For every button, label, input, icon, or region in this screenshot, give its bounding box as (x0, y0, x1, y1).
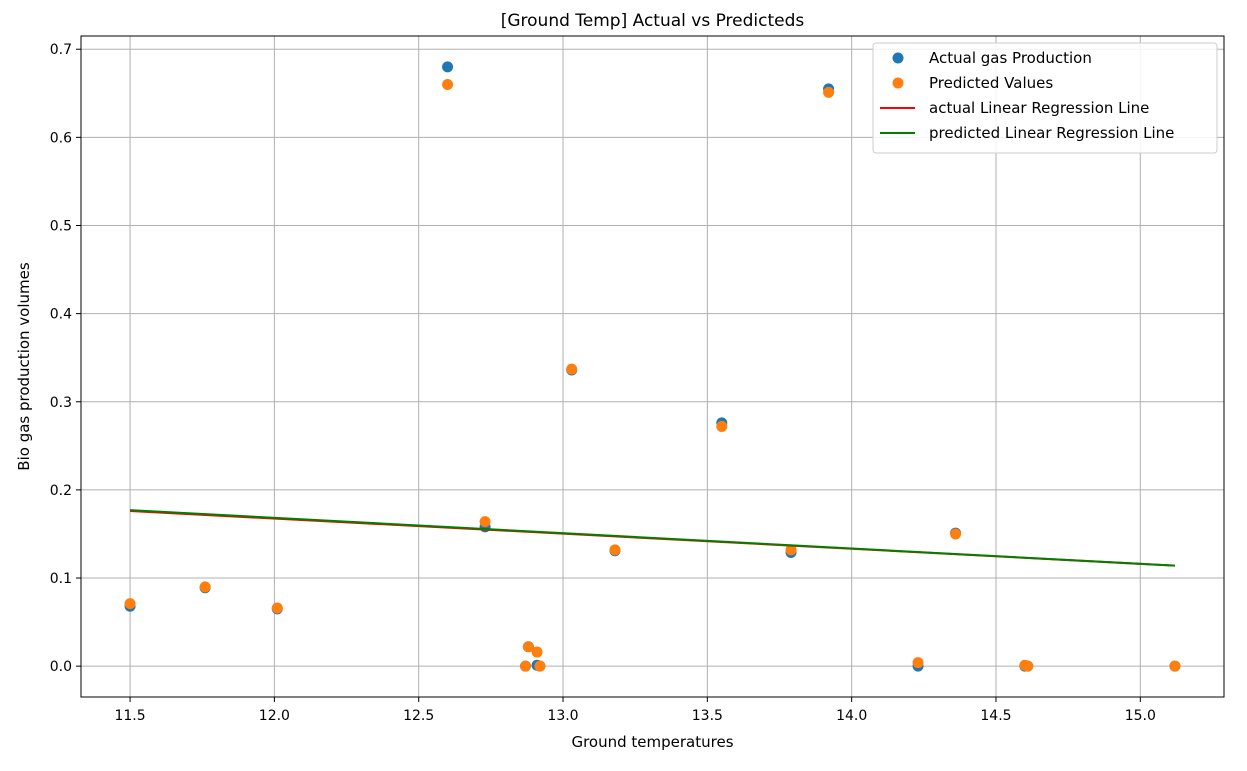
predicted-point (609, 544, 621, 556)
predicted-point (199, 581, 211, 593)
legend-label: Actual gas Production (929, 49, 1092, 67)
legend-box (872, 42, 1218, 154)
legend-label: predicted Linear Regression Line (929, 124, 1174, 142)
predicted-point (442, 78, 454, 90)
predicted-point (950, 528, 962, 540)
y-tick-label: 0.3 (50, 395, 72, 411)
y-tick-label: 0.0 (50, 659, 72, 675)
legend-marker (892, 77, 904, 89)
x-tick-label: 13.0 (547, 708, 578, 724)
y-tick-label: 0.5 (50, 218, 72, 234)
legend-label: Predicted Values (929, 74, 1053, 92)
y-tick-label: 0.1 (50, 571, 72, 587)
x-tick-label: 13.5 (692, 708, 723, 724)
legend: Actual gas Production Predicted Values act… (872, 42, 1218, 154)
plot-data (124, 61, 1181, 672)
x-tick-label: 14.0 (836, 708, 867, 724)
x-tick-label: 15.0 (1125, 708, 1156, 724)
y-axis-label: Bio gas production volumes (15, 262, 33, 471)
predicted-point (823, 86, 835, 98)
y-tick-label: 0.6 (50, 130, 72, 146)
predicted-point (124, 598, 136, 610)
predicted-point (1169, 660, 1181, 672)
predicted-point (785, 544, 797, 556)
predicted-point (534, 660, 546, 672)
x-tick-label: 12.0 (259, 708, 290, 724)
predicted-point (912, 657, 924, 669)
predicted-point (531, 646, 543, 658)
predicted-point (1022, 660, 1034, 672)
predicted-point (566, 363, 578, 375)
legend-label: actual Linear Regression Line (929, 99, 1149, 117)
predicted-point (479, 516, 491, 528)
legend-marker (892, 52, 904, 64)
y-tick-label: 0.2 (50, 483, 72, 499)
x-tick-label: 12.5 (403, 708, 434, 724)
x-tick-label: 11.5 (114, 708, 145, 724)
y-tick-label: 0.7 (50, 42, 72, 58)
plot-frame (80, 35, 1225, 698)
predicted-point (520, 660, 531, 672)
y-tick-label: 0.4 (50, 307, 72, 323)
actual-point (442, 61, 454, 73)
chart-title: [Ground Temp] Actual vs Predicteds (501, 11, 805, 31)
predicted-regression-line (130, 509, 1175, 567)
predicted-point (716, 420, 728, 432)
grid (81, 36, 1224, 697)
predicted-point (522, 641, 534, 653)
x-tick-label: 14.5 (980, 708, 1011, 724)
axis-ticks: 11.5 12.0 12.5 13.0 13.5 14.0 14.5 15.0 0.0 0.1 0.… (50, 42, 1156, 724)
x-axis-label: Ground temperatures (571, 733, 733, 751)
predicted-point (271, 602, 283, 614)
